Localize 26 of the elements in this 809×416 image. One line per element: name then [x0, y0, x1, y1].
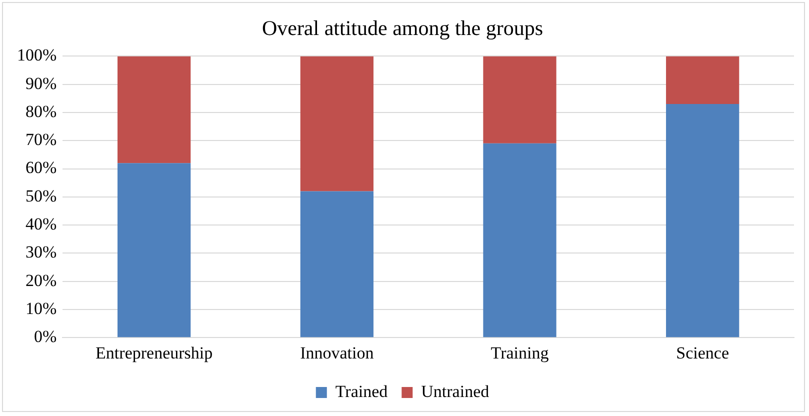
bar [483, 143, 556, 338]
y-tick-label: 10% [25, 298, 57, 318]
x-tick-label: Innovation [300, 343, 374, 362]
y-tick-label: 90% [25, 74, 57, 93]
bar [666, 56, 740, 104]
legend-label: Trained [335, 382, 388, 401]
y-tick-label: 100% [16, 46, 57, 65]
chart-title: Overal attitude among the groups [262, 16, 544, 40]
y-tick-label: 50% [25, 186, 57, 206]
legend-label: Untrained [421, 382, 490, 401]
y-tick-label: 40% [25, 214, 57, 234]
bar [666, 104, 740, 338]
bar [118, 56, 191, 164]
x-tick-label: Science [676, 343, 730, 362]
x-tick-label: Entrepreneurship [96, 343, 213, 362]
y-tick-label: 80% [25, 102, 57, 121]
y-tick-label: 30% [25, 242, 57, 262]
x-tick-label: Training [490, 343, 550, 362]
bar [300, 191, 374, 338]
y-tick-label: 60% [25, 158, 57, 178]
bar [300, 56, 374, 192]
y-tick-label: 70% [25, 130, 57, 150]
bar [483, 56, 556, 144]
y-tick-label: 0% [34, 327, 57, 346]
y-tick-label: 20% [25, 270, 57, 290]
bar [118, 163, 191, 338]
